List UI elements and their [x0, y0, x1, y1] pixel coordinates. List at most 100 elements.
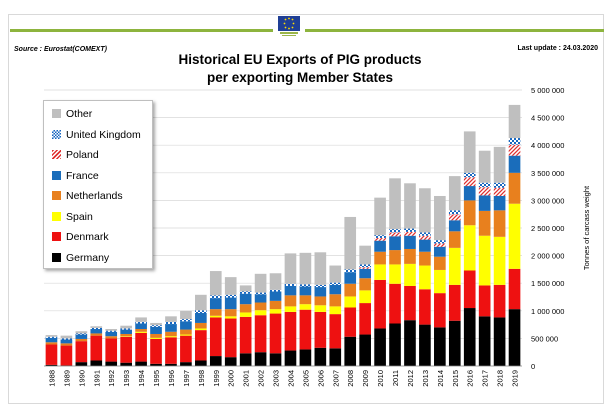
bar-germany-2009: [359, 334, 371, 366]
bar-netherlands-2016: [463, 200, 476, 226]
bar-denmark-2015: [448, 284, 461, 321]
bar-poland-2018: [493, 187, 506, 196]
x-tick-label: 1992: [107, 370, 116, 387]
bar-netherlands-2010: [374, 251, 386, 265]
x-tick-label: 1998: [197, 370, 206, 387]
bar-germany-1992: [105, 361, 118, 366]
bar-netherlands-2002: [254, 302, 267, 311]
bar-germany-1994: [135, 361, 147, 366]
bar-netherlands-2019: [508, 172, 521, 204]
bar-france-2009: [359, 268, 371, 279]
bar-other-2003: [269, 273, 282, 290]
bar-netherlands-2000: [224, 309, 237, 317]
bar-spain-2007: [329, 306, 342, 315]
bar-denmark-2001: [239, 316, 252, 354]
bar-germany-2015: [448, 320, 461, 366]
bar-united-kingdom-1990: [75, 333, 88, 335]
bar-spain-2014: [434, 269, 446, 294]
bar-netherlands-2018: [493, 210, 506, 237]
bar-france-2014: [434, 246, 446, 257]
bar-france-2011: [389, 236, 401, 251]
bar-germany-1997: [180, 362, 192, 366]
bar-united-kingdom-2019: [508, 138, 521, 145]
bar-netherlands-2012: [404, 248, 416, 264]
bar-netherlands-2003: [269, 300, 282, 310]
bar-united-kingdom-2014: [434, 240, 446, 244]
bar-france-2017: [478, 195, 491, 211]
logo-bar: [280, 32, 298, 34]
bar-other-2015: [448, 176, 461, 211]
bar-other-2013: [419, 188, 431, 233]
bar-united-kingdom-1994: [135, 321, 147, 324]
bar-other-1992: [105, 329, 118, 331]
bar-netherlands-1989: [60, 343, 73, 346]
bar-netherlands-1992: [105, 336, 118, 339]
bar-france-2001: [239, 293, 252, 305]
bar-united-kingdom-2018: [493, 182, 506, 188]
legend-swatch: [52, 150, 61, 159]
bar-spain-2019: [508, 203, 521, 269]
bar-denmark-2007: [329, 314, 342, 349]
y-tick-label: 0: [531, 362, 535, 371]
x-tick-label: 2000: [227, 370, 236, 387]
bar-denmark-2011: [389, 283, 401, 324]
legend-label: United Kingdom: [66, 128, 141, 141]
bar-denmark-1996: [165, 337, 177, 364]
x-tick-label: 2013: [421, 370, 430, 387]
bar-france-1992: [105, 331, 118, 337]
bar-united-kingdom-2007: [329, 282, 342, 285]
bar-germany-2010: [374, 328, 386, 366]
bar-united-kingdom-1991: [90, 327, 103, 330]
bar-denmark-1993: [120, 336, 132, 363]
bar-other-2009: [359, 245, 371, 265]
bar-poland-2011: [389, 232, 401, 237]
bar-united-kingdom-1996: [165, 321, 177, 325]
bar-germany-1993: [120, 362, 132, 366]
bar-spain-2016: [463, 225, 476, 271]
x-tick-label: 1990: [77, 370, 86, 387]
bar-other-1994: [135, 317, 147, 322]
eu-flag-icon: [278, 16, 300, 31]
bar-denmark-2003: [269, 313, 282, 354]
bar-spain-2015: [448, 247, 461, 285]
bar-united-kingdom-2008: [344, 269, 357, 273]
chart-frame: [8, 14, 604, 404]
bar-germany-2008: [344, 336, 357, 366]
y-tick-label: 1 000 000: [531, 307, 564, 316]
bar-france-2003: [269, 291, 282, 301]
bar-other-2006: [314, 252, 327, 285]
x-tick-label: 2003: [272, 370, 281, 387]
bar-spain-2006: [314, 305, 327, 312]
bar-france-2016: [463, 186, 476, 201]
x-tick-label: 1991: [92, 370, 101, 387]
bar-france-1997: [180, 321, 192, 330]
bar-denmark-2019: [508, 268, 521, 310]
bar-france-1995: [150, 326, 162, 334]
bar-france-2018: [493, 195, 506, 211]
legend-label: Spain: [66, 210, 93, 223]
bar-spain-2017: [478, 235, 491, 286]
bar-other-1998: [195, 294, 207, 311]
logo-bar: [282, 35, 296, 36]
y-tick-label: 2 500 000: [531, 224, 564, 233]
bar-france-1989: [60, 339, 73, 344]
bar-united-kingdom-2004: [284, 283, 297, 286]
bar-spain-1995: [150, 337, 162, 339]
bar-united-kingdom-2000: [224, 294, 237, 298]
x-tick-label: 2007: [331, 370, 340, 387]
bar-other-2016: [463, 131, 476, 173]
y-tick-label: 500 000: [531, 334, 558, 343]
bar-other-2005: [299, 252, 312, 285]
bar-germany-2017: [478, 316, 491, 366]
bar-other-1995: [150, 322, 162, 326]
x-tick-label: 1995: [152, 370, 161, 387]
bar-netherlands-1999: [209, 309, 222, 316]
bar-germany-1991: [90, 360, 103, 366]
legend-swatch: [52, 232, 61, 241]
bar-poland-2019: [508, 144, 521, 156]
x-tick-label: 2011: [391, 370, 400, 386]
bar-netherlands-1993: [120, 333, 132, 337]
bar-netherlands-2017: [478, 210, 491, 236]
bar-spain-2003: [269, 309, 282, 314]
